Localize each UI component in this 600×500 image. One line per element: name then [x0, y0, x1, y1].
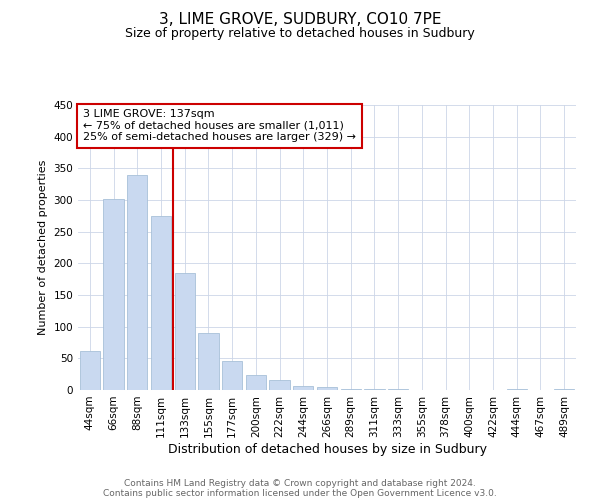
Bar — [317, 388, 337, 390]
Bar — [246, 375, 266, 390]
Bar — [127, 174, 148, 390]
Y-axis label: Number of detached properties: Number of detached properties — [38, 160, 48, 335]
Text: 3 LIME GROVE: 137sqm
← 75% of detached houses are smaller (1,011)
25% of semi-de: 3 LIME GROVE: 137sqm ← 75% of detached h… — [83, 110, 356, 142]
Bar — [341, 388, 361, 390]
Bar — [80, 350, 100, 390]
Bar — [103, 200, 124, 390]
Bar — [269, 380, 290, 390]
X-axis label: Distribution of detached houses by size in Sudbury: Distribution of detached houses by size … — [167, 442, 487, 456]
Bar — [222, 361, 242, 390]
Text: Size of property relative to detached houses in Sudbury: Size of property relative to detached ho… — [125, 28, 475, 40]
Bar — [293, 386, 313, 390]
Bar — [199, 333, 218, 390]
Text: Contains HM Land Registry data © Crown copyright and database right 2024.: Contains HM Land Registry data © Crown c… — [124, 478, 476, 488]
Text: Contains public sector information licensed under the Open Government Licence v3: Contains public sector information licen… — [103, 488, 497, 498]
Bar — [175, 273, 195, 390]
Text: 3, LIME GROVE, SUDBURY, CO10 7PE: 3, LIME GROVE, SUDBURY, CO10 7PE — [159, 12, 441, 28]
Bar — [151, 216, 171, 390]
